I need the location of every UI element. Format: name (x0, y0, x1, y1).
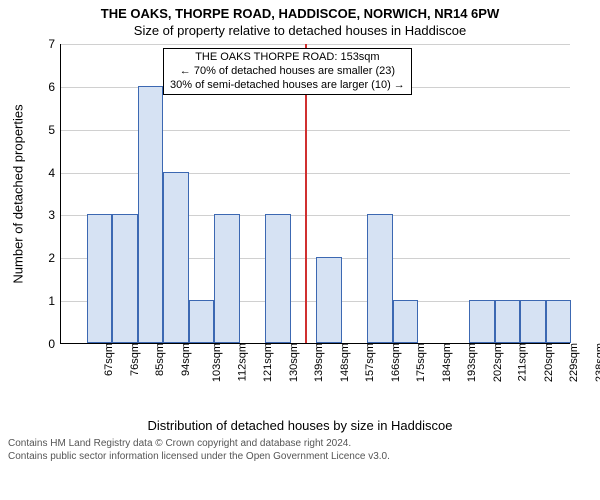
histogram-bar (138, 86, 164, 343)
x-tick-label: 202sqm (488, 343, 504, 382)
footer-line-2: Contains public sector information licen… (8, 450, 592, 463)
x-tick-label: 85sqm (150, 343, 166, 376)
x-tick-label: 193sqm (462, 343, 478, 382)
x-tick-label: 76sqm (125, 343, 141, 376)
annotation-line-3: 30% of semi-detached houses are larger (… (170, 79, 405, 93)
annotation-line-2: ← 70% of detached houses are smaller (23… (170, 65, 405, 79)
histogram-bar (163, 172, 189, 343)
annotation-line-1: THE OAKS THORPE ROAD: 153sqm (170, 51, 405, 65)
histogram-bar (265, 214, 291, 343)
x-tick-label: 112sqm (232, 343, 248, 381)
x-tick-label: 157sqm (360, 343, 376, 382)
x-tick-label: 67sqm (99, 343, 115, 376)
footer-line-1: Contains HM Land Registry data © Crown c… (8, 437, 592, 450)
histogram-bar (214, 214, 240, 343)
x-tick-label: 238sqm (590, 343, 600, 382)
x-tick-label: 103sqm (207, 343, 223, 382)
y-tick-label: 2 (48, 251, 61, 265)
x-tick-label: 166sqm (386, 343, 402, 382)
histogram-bar (189, 300, 215, 343)
x-tick-label: 94sqm (176, 343, 192, 376)
histogram-bar (546, 300, 572, 343)
histogram-bar (469, 300, 495, 343)
histogram-bar (495, 300, 521, 343)
histogram-bar (367, 214, 393, 343)
y-tick-label: 1 (48, 294, 61, 308)
histogram-bar (393, 300, 419, 343)
x-tick-label: 130sqm (284, 343, 300, 382)
y-tick-label: 0 (48, 337, 61, 351)
x-tick-label: 229sqm (564, 343, 580, 382)
x-axis-label: Distribution of detached houses by size … (0, 418, 600, 433)
x-tick-label: 139sqm (309, 343, 325, 382)
y-tick-label: 5 (48, 123, 61, 137)
plot-area: 0123456767sqm76sqm85sqm94sqm103sqm112sqm… (60, 44, 570, 344)
histogram-bar (87, 214, 113, 343)
y-tick-label: 6 (48, 80, 61, 94)
y-axis-label: Number of detached properties (11, 104, 26, 283)
y-tick-label: 7 (48, 37, 61, 51)
chart-title-sub: Size of property relative to detached ho… (0, 21, 600, 38)
y-tick-label: 3 (48, 208, 61, 222)
x-tick-label: 175sqm (411, 343, 427, 382)
footer: Contains HM Land Registry data © Crown c… (0, 433, 600, 463)
x-tick-label: 211sqm (512, 343, 528, 381)
chart-area: Number of detached properties 0123456767… (0, 38, 600, 418)
chart-title-main: THE OAKS, THORPE ROAD, HADDISCOE, NORWIC… (0, 0, 600, 21)
x-tick-label: 184sqm (437, 343, 453, 382)
histogram-bar (520, 300, 546, 343)
y-tick-label: 4 (48, 166, 61, 180)
annotation-box: THE OAKS THORPE ROAD: 153sqm← 70% of det… (163, 48, 412, 95)
x-tick-label: 220sqm (539, 343, 555, 382)
histogram-bar (112, 214, 138, 343)
histogram-bar (316, 257, 342, 343)
x-tick-label: 148sqm (335, 343, 351, 382)
x-tick-label: 121sqm (258, 343, 274, 382)
gridline (61, 44, 570, 45)
